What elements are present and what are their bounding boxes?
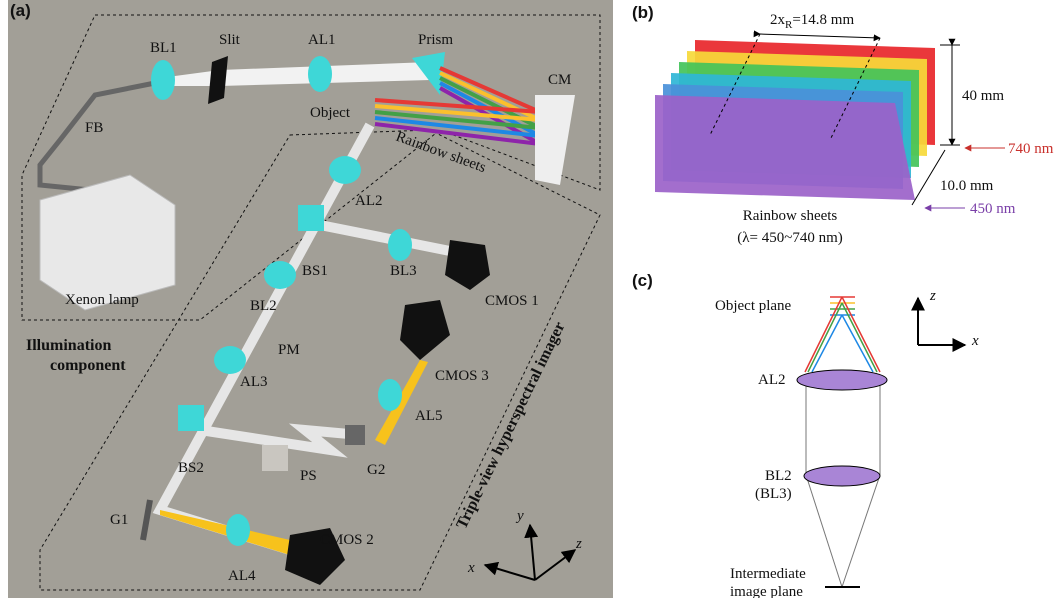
label: G2	[367, 462, 385, 478]
grating-g2	[345, 425, 365, 445]
label: Xenon lamp	[65, 292, 139, 308]
height-label: 40 mm	[962, 88, 1004, 104]
illumination-label: component	[50, 357, 126, 374]
xenon-lamp	[40, 175, 175, 310]
label: PM	[278, 342, 300, 358]
label: AL2	[355, 193, 383, 209]
label: Object plane	[715, 298, 792, 314]
label: Slit	[219, 32, 241, 48]
label: BS2	[178, 460, 204, 476]
axis-label: z	[929, 288, 936, 304]
object-rays	[805, 297, 880, 372]
label: CMOS 2	[320, 532, 374, 548]
panel-label: (a)	[10, 1, 31, 20]
lens-al1	[308, 56, 332, 92]
spacing-label: 10.0 mm	[940, 178, 994, 194]
figure: (a) BL1 Slit AL1 Prism CM Object FB Rain…	[0, 0, 1062, 598]
label: PS	[300, 468, 317, 484]
label: AL4	[228, 568, 256, 584]
wavelength-label: 740 nm	[1008, 141, 1054, 157]
label: AL3	[240, 374, 268, 390]
label: BL1	[150, 40, 177, 56]
label: CMOS 3	[435, 368, 489, 384]
label: Intermediate	[730, 566, 806, 582]
label: BL2	[765, 468, 792, 484]
axis-label: z	[575, 536, 582, 552]
label: Object	[310, 105, 351, 121]
caption: (λ= 450~740 nm)	[737, 230, 843, 246]
illumination-label: Illumination	[26, 337, 111, 354]
label: (BL3)	[755, 486, 792, 502]
label: BL3	[390, 263, 417, 279]
axes-c	[918, 298, 965, 345]
label: AL1	[308, 32, 336, 48]
panel-c: (c) z x Object plane AL2 BL2 (BL3) Inter…	[632, 271, 979, 598]
lens-bl2	[804, 466, 880, 486]
panel-a: (a) BL1 Slit AL1 Prism CM Object FB Rain…	[8, 0, 613, 598]
label: BS1	[302, 263, 328, 279]
label: CM	[548, 72, 571, 88]
label: G1	[110, 512, 128, 528]
lens-bl1	[151, 60, 175, 100]
prism-ps	[262, 445, 288, 471]
text: 2x	[770, 12, 786, 28]
label: CMOS 1	[485, 293, 539, 309]
axis-label: y	[515, 508, 524, 524]
panel-label: (b)	[632, 3, 654, 22]
panel-label: (c)	[632, 271, 653, 290]
label: AL5	[415, 408, 443, 424]
text: =14.8 mm	[792, 12, 854, 28]
caption: Rainbow sheets	[743, 208, 838, 224]
wavelength-label: 450 nm	[970, 201, 1016, 217]
label: BL2	[250, 298, 277, 314]
rainbow-sheets	[655, 40, 935, 200]
label: FB	[85, 120, 103, 136]
label: image plane	[730, 584, 803, 598]
axis-label: x	[971, 333, 979, 349]
panel-b: (b) 2xR=14.8 mm 40 mm 740 nm 10.0 mm 450…	[632, 3, 1054, 246]
label: AL2	[758, 372, 786, 388]
label: Prism	[418, 32, 453, 48]
axis-label: x	[467, 560, 475, 576]
width-label: 2xR=14.8 mm	[770, 12, 854, 31]
lens-al2	[797, 370, 887, 390]
